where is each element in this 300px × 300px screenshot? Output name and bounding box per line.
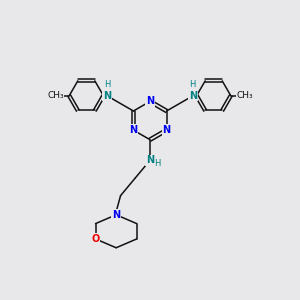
Text: N: N [129,125,137,135]
Text: N: N [146,96,154,106]
Text: N: N [112,210,120,220]
Text: N: N [189,91,197,101]
Text: O: O [242,91,250,101]
Text: H: H [190,80,196,89]
Text: N: N [146,155,154,165]
Text: CH₃: CH₃ [47,91,64,100]
Text: O: O [50,91,58,101]
Text: N: N [163,125,171,135]
Text: N: N [103,91,111,101]
Text: H: H [104,80,110,89]
Text: O: O [92,234,100,244]
Text: H: H [154,159,161,168]
Text: CH₃: CH₃ [236,91,253,100]
